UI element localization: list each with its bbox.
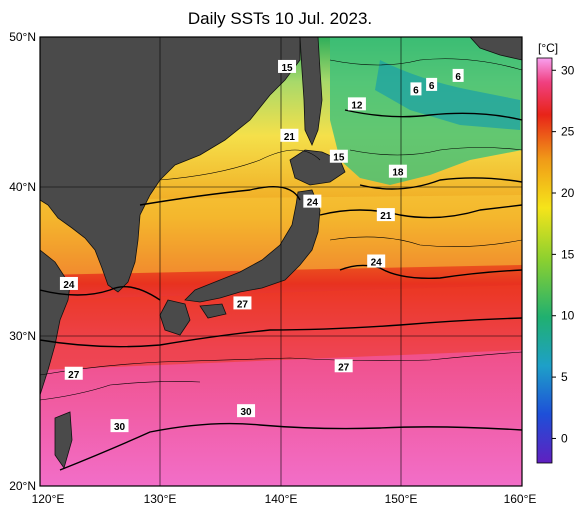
map-frame — [39, 36, 523, 487]
svg-text:24: 24 — [63, 280, 75, 291]
svg-text:21: 21 — [380, 211, 392, 222]
lat-label-50: 50°N — [9, 30, 36, 44]
lat-label-30: 30°N — [9, 329, 36, 343]
lat-label-20: 20°N — [9, 479, 36, 493]
svg-text:15: 15 — [281, 63, 293, 74]
isotherm-label: 6 — [426, 77, 438, 92]
colorbar-tick-label: 5 — [561, 370, 568, 384]
isotherm-label: 24 — [303, 194, 322, 209]
colorbar-unit: [°C] — [538, 41, 558, 55]
lat-label-40: 40°N — [9, 180, 36, 194]
isotherm-label: 27 — [64, 366, 83, 381]
colorbar-scale — [536, 57, 553, 464]
lon-label-140: 140°E — [265, 492, 298, 506]
lon-label-120: 120°E — [32, 492, 65, 506]
isotherm-label: 12 — [347, 97, 366, 111]
colorbar-tick-label: 10 — [561, 309, 575, 323]
colorbar-tick-label: 20 — [561, 186, 575, 200]
isotherm-label: 21 — [376, 208, 395, 222]
svg-text:12: 12 — [351, 100, 363, 111]
colorbar-tick-label: 25 — [561, 125, 575, 139]
svg-text:6: 6 — [413, 85, 419, 96]
svg-text:24: 24 — [307, 198, 319, 209]
isotherm-label: 27 — [233, 296, 252, 310]
isotherm-label: 21 — [280, 128, 299, 143]
colorbar-tick-label: 0 — [561, 431, 568, 445]
colorbar-tick-label: 30 — [561, 63, 575, 77]
svg-text:18: 18 — [392, 168, 404, 179]
isotherm-label: 6 — [452, 68, 464, 83]
isotherm-label: 15 — [278, 59, 297, 74]
svg-text:27: 27 — [68, 370, 80, 381]
isotherm-contours — [40, 58, 522, 471]
svg-text:6: 6 — [429, 81, 435, 92]
colorbar-tick-label: 15 — [561, 247, 575, 261]
lon-label-150: 150°E — [385, 492, 418, 506]
isotherm-label: 24 — [59, 276, 78, 291]
svg-text:6: 6 — [455, 72, 461, 83]
isotherm-label: 30 — [237, 404, 256, 418]
lon-axis: 120°E 130°E 140°E 150°E 160°E — [32, 492, 537, 506]
svg-text:30: 30 — [240, 407, 252, 418]
svg-text:24: 24 — [371, 258, 383, 269]
lat-axis: 50°N 40°N 30°N 20°N — [9, 30, 36, 493]
lon-label-130: 130°E — [144, 492, 177, 506]
isotherm-label: 15 — [329, 149, 348, 164]
svg-text:30: 30 — [114, 422, 126, 433]
isotherm-label: 24 — [367, 254, 386, 269]
isotherm-label: 27 — [334, 359, 353, 373]
map-title: Daily SSTs 10 Jul. 2023. — [187, 9, 373, 28]
svg-text:21: 21 — [284, 132, 296, 143]
svg-text:27: 27 — [338, 362, 350, 373]
isotherm-label: 18 — [388, 164, 407, 179]
svg-text:27: 27 — [237, 299, 249, 310]
isotherm-label: 6 — [410, 82, 422, 96]
svg-text:15: 15 — [333, 153, 345, 164]
isotherm-label: 30 — [110, 419, 129, 433]
lon-label-160: 160°E — [504, 492, 537, 506]
cold-core-region — [375, 60, 520, 130]
colorbar: [°C] 30 25 20 15 10 5 0 — [536, 41, 575, 464]
